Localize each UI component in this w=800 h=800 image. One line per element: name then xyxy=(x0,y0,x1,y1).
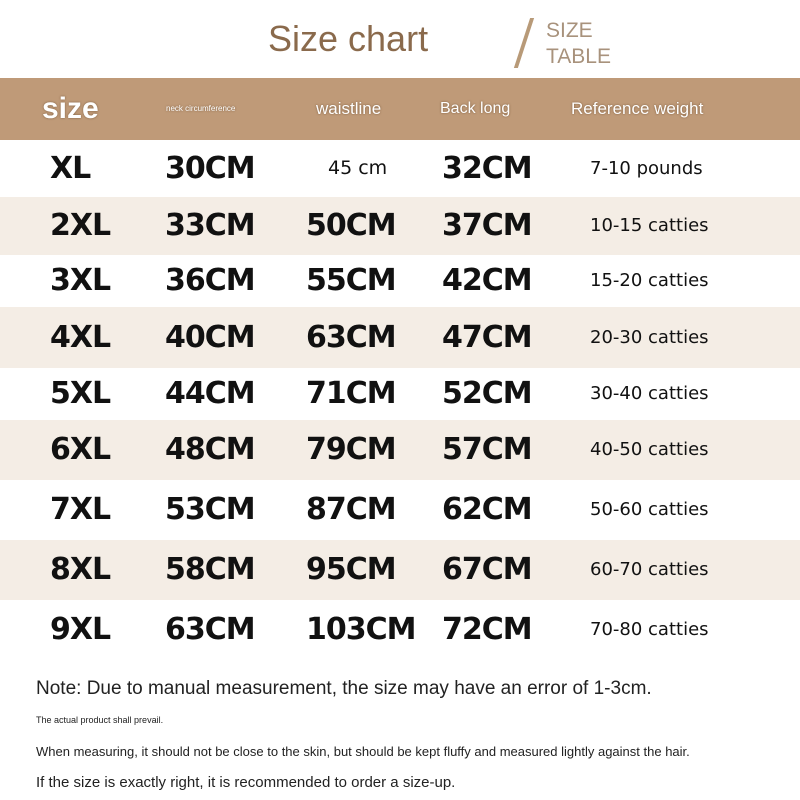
cell-back: 47CM xyxy=(442,320,533,355)
cell-waist: 63CM xyxy=(306,320,397,355)
table-row: 4XL 40CM 63CM 47CM 20-30 catties xyxy=(0,307,800,368)
cell-back: 37CM xyxy=(442,208,533,243)
note-measuring: When measuring, it should not be close t… xyxy=(36,744,690,759)
cell-waist: 87CM xyxy=(306,492,397,527)
cell-waist: 71CM xyxy=(306,376,397,411)
header-size: size xyxy=(42,92,99,125)
cell-neck: 63CM xyxy=(165,612,256,647)
header-waistline: waistline xyxy=(316,99,382,118)
note-size-up: If the size is exactly right, it is reco… xyxy=(36,774,456,791)
cell-waist: 79CM xyxy=(306,432,397,467)
cell-waist: 50CM xyxy=(306,208,397,243)
cell-waist: 95CM xyxy=(306,552,397,587)
cell-size: XL xyxy=(50,151,91,186)
cell-neck: 36CM xyxy=(165,263,256,298)
table-row: 2XL 33CM 50CM 37CM 10-15 catties xyxy=(0,197,800,255)
subtitle-line-2: TABLE xyxy=(546,45,611,68)
note-prevail: The actual product shall prevail. xyxy=(36,715,164,725)
cell-back: 57CM xyxy=(442,432,533,467)
cell-weight: 50-60 catties xyxy=(590,499,709,520)
table-row: XL 30CM 45 cm 32CM 7-10 pounds xyxy=(0,140,800,197)
cell-back: 32CM xyxy=(442,151,533,186)
cell-size: 5XL xyxy=(50,376,111,411)
cell-neck: 40CM xyxy=(165,320,256,355)
cell-neck: 53CM xyxy=(165,492,256,527)
cell-size: 3XL xyxy=(50,263,111,298)
page-subtitle: SIZE TABLE xyxy=(546,18,611,70)
cell-size: 8XL xyxy=(50,552,111,587)
cell-weight: 30-40 catties xyxy=(590,383,709,404)
cell-weight: 15-20 catties xyxy=(590,270,709,291)
table-row: 9XL 63CM 103CM 72CM 70-80 catties xyxy=(0,600,800,660)
table-header: size neck circumference waistline Back l… xyxy=(0,78,800,140)
table-row: 5XL 44CM 71CM 52CM 30-40 catties xyxy=(0,368,800,420)
cell-size: 6XL xyxy=(50,432,111,467)
cell-weight: 60-70 catties xyxy=(590,559,709,580)
cell-neck: 33CM xyxy=(165,208,256,243)
cell-size: 4XL xyxy=(50,320,111,355)
header-back-long: Back long xyxy=(440,100,511,117)
cell-size: 7XL xyxy=(50,492,111,527)
page-title: Size chart xyxy=(268,18,429,59)
cell-back: 67CM xyxy=(442,552,533,587)
note-error: Note: Due to manual measurement, the siz… xyxy=(36,678,652,699)
cell-weight: 7-10 pounds xyxy=(590,158,703,179)
table-row: 3XL 36CM 55CM 42CM 15-20 catties xyxy=(0,255,800,307)
cell-back: 52CM xyxy=(442,376,533,411)
cell-weight: 10-15 catties xyxy=(590,215,709,236)
cell-neck: 58CM xyxy=(165,552,256,587)
cell-size: 2XL xyxy=(50,208,111,243)
cell-weight: 20-30 catties xyxy=(590,327,709,348)
title-divider xyxy=(513,18,535,68)
cell-waist: 55CM xyxy=(306,263,397,298)
header-neck: neck circumference xyxy=(166,104,236,113)
cell-neck: 48CM xyxy=(165,432,256,467)
cell-back: 42CM xyxy=(442,263,533,298)
cell-back: 72CM xyxy=(442,612,533,647)
cell-back: 62CM xyxy=(442,492,533,527)
cell-waist: 45 cm xyxy=(328,157,388,179)
cell-size: 9XL xyxy=(50,612,111,647)
cell-neck: 30CM xyxy=(165,151,256,186)
cell-weight: 70-80 catties xyxy=(590,619,709,640)
table-row: 6XL 48CM 79CM 57CM 40-50 catties xyxy=(0,420,800,480)
cell-neck: 44CM xyxy=(165,376,256,411)
cell-weight: 40-50 catties xyxy=(590,439,709,460)
table-row: 8XL 58CM 95CM 67CM 60-70 catties xyxy=(0,540,800,600)
subtitle-line-1: SIZE xyxy=(546,19,593,42)
table-row: 7XL 53CM 87CM 62CM 50-60 catties xyxy=(0,480,800,540)
cell-waist: 103CM xyxy=(306,612,416,647)
header-reference-weight: Reference weight xyxy=(571,99,704,118)
